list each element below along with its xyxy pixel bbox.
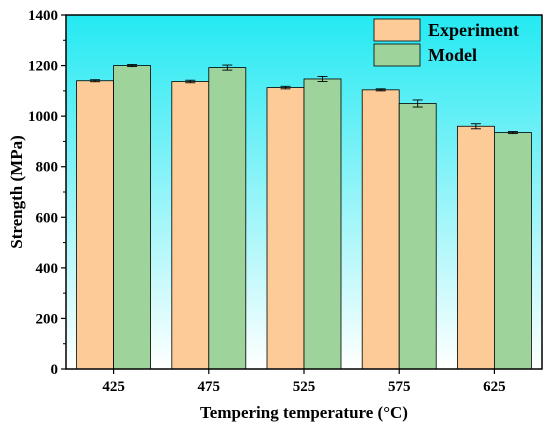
bar-experiment-625	[456, 125, 495, 370]
y-tick-label-0: 0	[51, 362, 59, 378]
y-tick-label-800: 800	[36, 160, 59, 176]
legend-label-experiment: Experiment	[428, 20, 519, 40]
bars-group	[76, 65, 532, 370]
y-tick-label-400: 400	[36, 261, 59, 277]
bar-model-425	[113, 65, 151, 370]
y-tick-label-1200: 1200	[28, 59, 58, 75]
bar-experiment-475	[171, 81, 210, 370]
error-bar-experiment-575	[375, 88, 386, 92]
y-axis-title: Strength (MPa)	[7, 135, 26, 248]
x-tick-label-525: 525	[293, 379, 316, 395]
error-bar-model-425	[127, 64, 138, 68]
x-tick-label-625: 625	[483, 379, 506, 395]
x-axis-title: Tempering temperature (°C)	[200, 403, 408, 422]
bar-experiment-575	[361, 89, 400, 370]
legend-swatch-experiment	[373, 18, 421, 42]
x-tick-label-575: 575	[388, 379, 411, 395]
bar-model-475	[208, 67, 247, 370]
bar-experiment-425	[76, 80, 114, 370]
bar-model-625	[493, 132, 532, 370]
bar-model-525	[303, 78, 342, 370]
y-tick-label-1000: 1000	[28, 109, 58, 125]
x-tick-label-475: 475	[198, 379, 221, 395]
bar-experiment-525	[266, 87, 305, 370]
error-bar-model-525	[317, 75, 328, 82]
error-bars-group	[90, 64, 518, 135]
y-tick-label-1400: 1400	[28, 8, 58, 24]
legend-swatch-model	[373, 43, 421, 67]
bar-model-575	[398, 103, 437, 370]
error-bar-experiment-625	[470, 123, 481, 130]
error-bar-model-475	[222, 64, 233, 71]
legend: Experiment Model	[373, 18, 519, 67]
error-bar-model-625	[507, 131, 518, 135]
legend-label-model: Model	[428, 45, 477, 65]
x-tick-label-425: 425	[102, 379, 125, 395]
y-tick-label-200: 200	[36, 311, 59, 327]
error-bar-experiment-425	[90, 79, 101, 83]
legend-item-experiment: Experiment	[373, 18, 519, 42]
y-axis: 0 200 400 600 800 1000 1200 1400	[28, 8, 66, 378]
x-axis: 425 475 525 575 625	[102, 369, 506, 395]
error-bar-model-575	[412, 99, 423, 108]
y-tick-label-600: 600	[36, 210, 59, 226]
error-bar-experiment-525	[280, 85, 291, 90]
legend-item-model: Model	[373, 43, 477, 67]
error-bar-experiment-475	[185, 79, 196, 84]
